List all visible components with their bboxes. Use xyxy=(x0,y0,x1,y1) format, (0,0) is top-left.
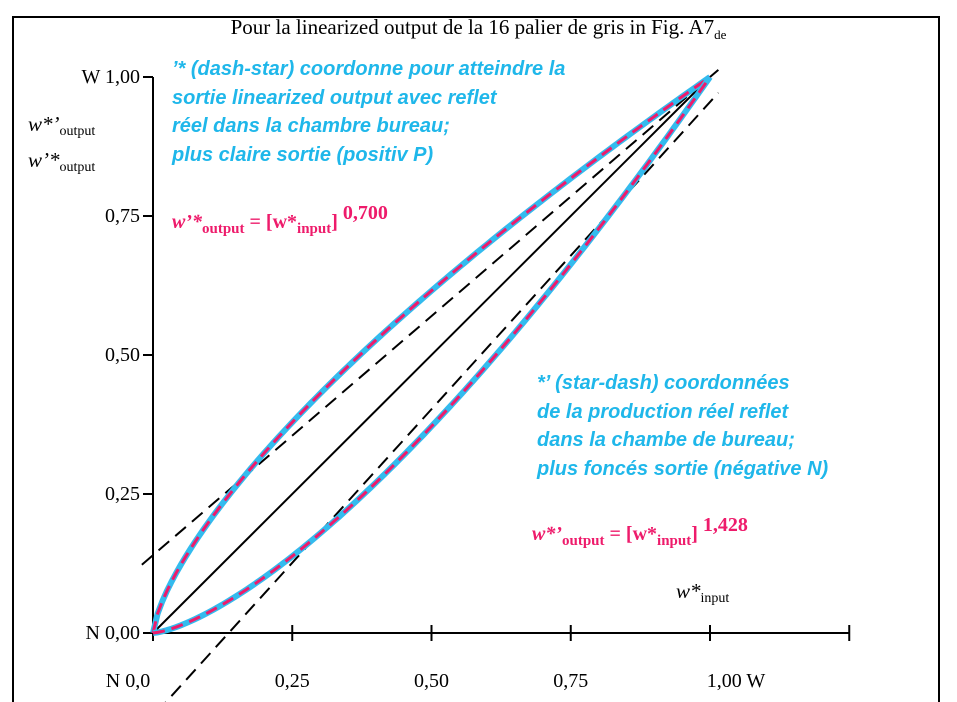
upper-formula: w’*output = [w*input] 0,700 xyxy=(172,202,388,237)
x-tick-label: 0,25 xyxy=(274,670,310,692)
upper-annotation: ’* (dash-star) coordonne pour atteindre … xyxy=(172,55,565,169)
lower-annotation: *’ (star-dash) coordonnées de la product… xyxy=(537,369,828,483)
x-tick-label: 0,75 xyxy=(553,670,589,692)
upper-annotation-line: réel dans la chambre bureau; xyxy=(172,115,450,137)
x-tick-label: N 0,0 xyxy=(105,670,151,692)
y-axis-label-2: w’*output xyxy=(28,148,96,175)
chart-title: Pour la linearized output de la 16 palie… xyxy=(0,16,957,46)
upper-annotation-line: plus claire sortie (positiv P) xyxy=(172,143,434,166)
upper-annotation-line: ’* (dash-star) coordonne pour atteindre … xyxy=(172,58,566,80)
figure-frame xyxy=(12,16,940,702)
curve-exp-1428-dash xyxy=(152,76,712,635)
x-tick-label: 0,50 xyxy=(414,670,449,692)
chart-title-subscript: de xyxy=(714,27,727,43)
lower-formula: w*’output = [w*input] 1,428 xyxy=(532,514,748,549)
lower-annotation-line: plus foncés sortie (négative N) xyxy=(537,457,829,480)
y-tick-label: 0,25 xyxy=(105,483,140,505)
upper-annotation-line: sortie linearized output avec reflet xyxy=(172,86,497,109)
y-tick-label: N 0,00 xyxy=(85,622,140,644)
y-tick-label: 0,75 xyxy=(105,205,140,227)
chart-title-text: Pour la linearized output de la 16 palie… xyxy=(230,15,715,39)
x-axis-label: w*input xyxy=(676,579,730,606)
lower-annotation-line: dans la chambe de bureau; xyxy=(537,429,795,451)
curve-exp-0700-dash xyxy=(151,75,711,634)
lower-annotation-line: *’ (star-dash) coordonnées xyxy=(537,372,790,394)
lower-annotation-line: de la production réel reflet xyxy=(537,400,789,423)
x-tick-label: 1,00 W xyxy=(706,670,766,692)
identity-line xyxy=(152,76,711,634)
y-axis-label-1: w*’output xyxy=(28,112,96,139)
y-tick-label: W 1,00 xyxy=(81,66,140,88)
y-tick-label: 0,50 xyxy=(105,344,140,366)
upper-tangent-line xyxy=(141,69,720,566)
